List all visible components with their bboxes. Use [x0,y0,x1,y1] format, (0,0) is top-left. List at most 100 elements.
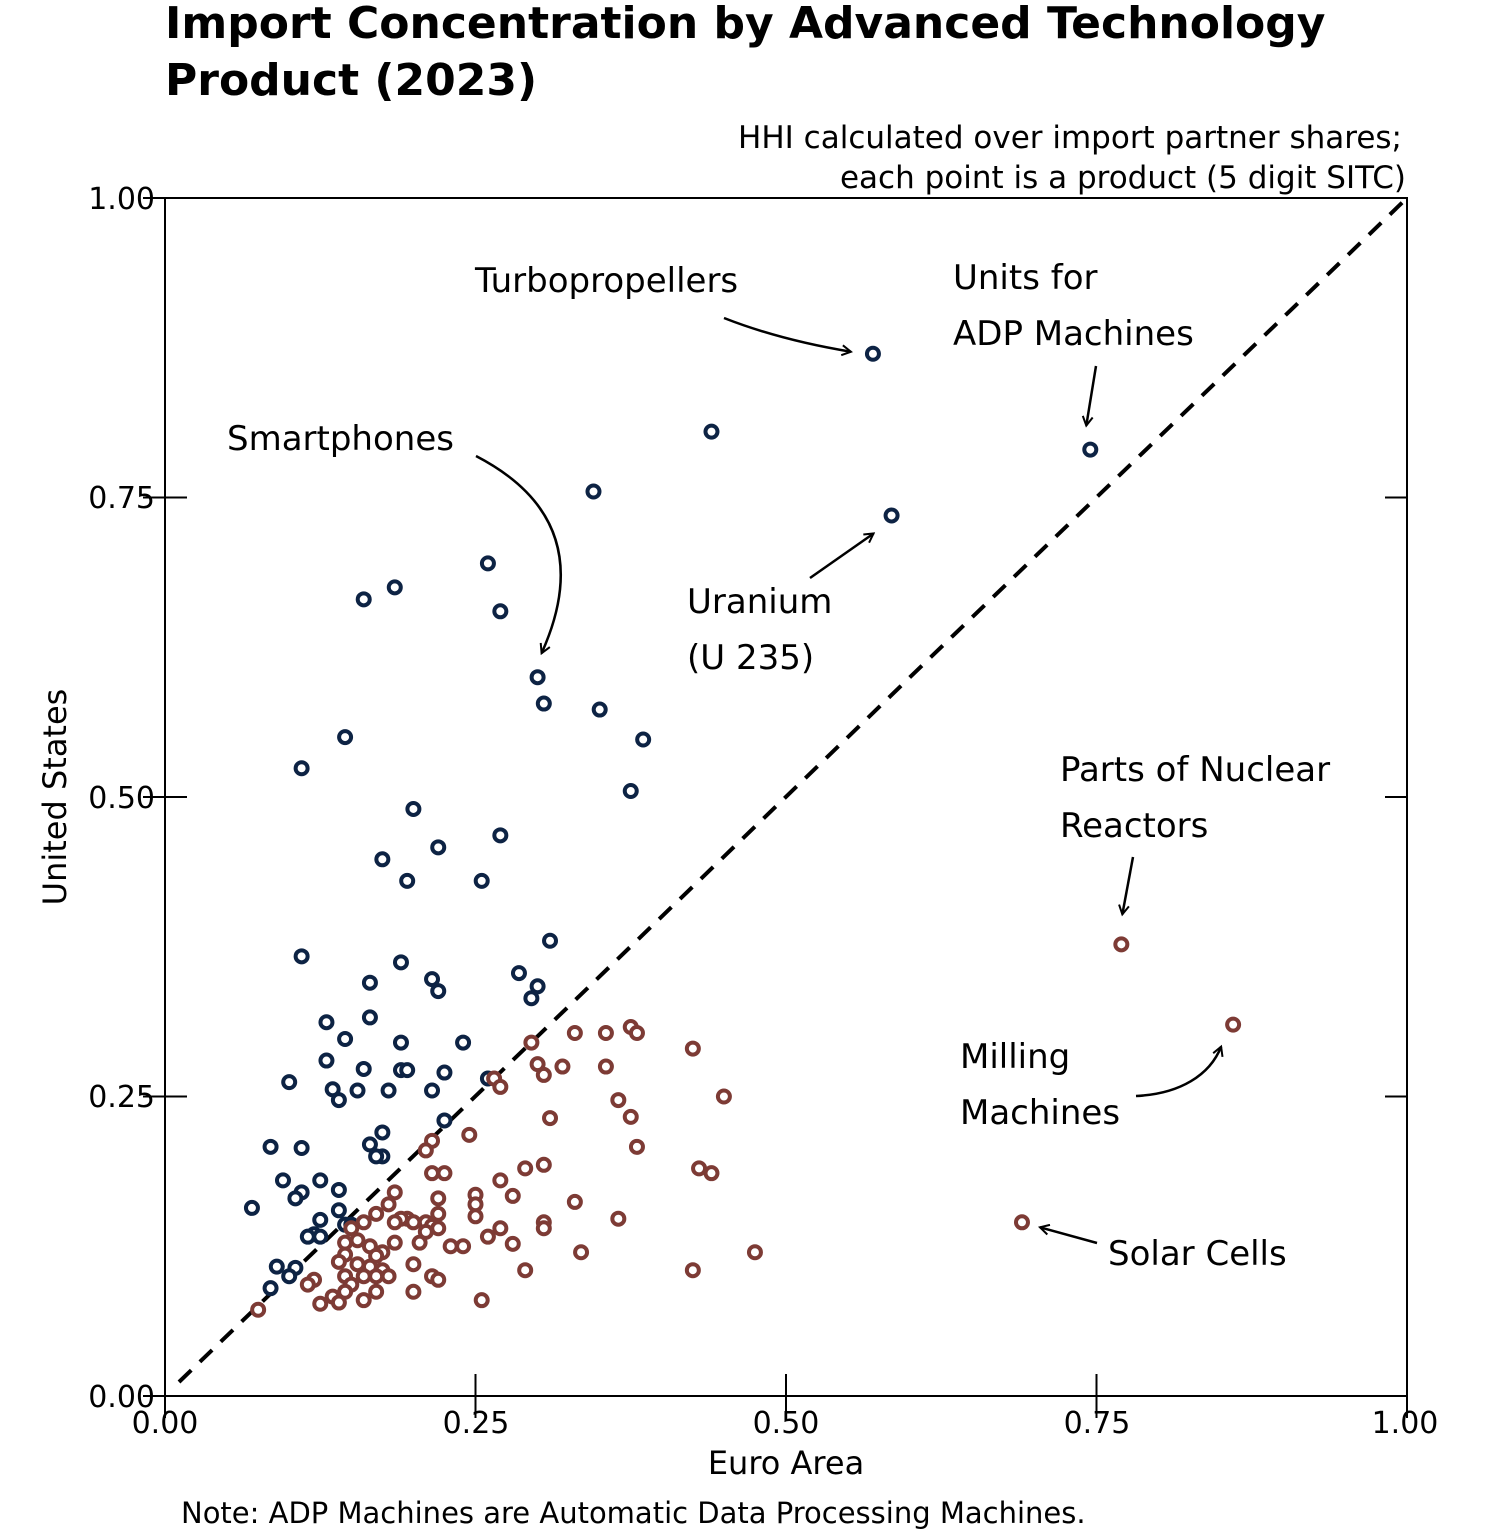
scatter-point-us [703,423,720,440]
scatter-point-ea [386,1214,403,1231]
scatter-point-ea [597,1025,614,1042]
scatter-point-ea [349,1256,366,1273]
scatter-point-ea [517,1160,534,1177]
scatter-point-ea [411,1234,428,1251]
annotation-uranium-line-2: (U 235) [687,638,814,678]
scatter-point-ea [1113,936,1130,953]
scatter-point-ea [355,1214,372,1231]
scatter-point-ea [368,1283,385,1300]
scatter-point-ea [622,1108,639,1125]
scatter-point-ea [417,1142,434,1159]
reference-line-45deg [177,196,1409,1384]
arrow-turbopropellers [723,316,851,352]
annotation-solar-cells: Solar Cells [1108,1234,1287,1274]
scatter-point-ea [386,1184,403,1201]
scatter-point-us [529,978,546,995]
scatter-point-us [293,1140,310,1157]
scatter-point-us [312,1211,329,1228]
x-tick-label: 0.00 [132,1406,199,1441]
scatter-point-us [492,603,509,620]
scatter-point-ea [566,1193,583,1210]
scatter-point-ea [542,1110,559,1127]
scatter-point-ea [405,1256,422,1273]
scatter-point-us [337,729,354,746]
scatter-point-us [312,1228,329,1245]
chart-subtitle-line-2: each point is a product (5 digit SITC) [840,160,1406,196]
annotation-smartphones: Smartphones [227,419,454,459]
scatter-point-ea [442,1238,459,1255]
scatter-point-us [635,731,652,748]
scatter-point-ea [430,1220,447,1237]
scatter-point-us [883,507,900,524]
scatter-point-ea [430,1190,447,1207]
scatter-point-us [293,948,310,965]
scatter-point-us [355,1060,372,1077]
chart-title-line-2: Product (2023) [165,55,537,106]
chart-subtitle-line-1: HHI calculated over import partner share… [738,120,1402,156]
scatter-point-ea [554,1058,571,1075]
scatter-point-ea [628,1025,645,1042]
annotation-nuclear-line-1: Parts of Nuclear [1060,750,1330,790]
annotation-nuclear-line-2: Reactors [1060,806,1208,846]
scatter-point-ea [343,1220,360,1237]
scatter-point-ea [535,1156,552,1173]
scatter-point-ea [746,1244,763,1261]
scatter-point-ea [386,1234,403,1251]
scatter-point-ea [535,1066,552,1083]
scatter-point-us [262,1138,279,1155]
x-tick-label: 0.50 [753,1406,820,1441]
x-tick-label: 0.75 [1064,1406,1131,1441]
scatter-point-ea [492,1078,509,1095]
annotation-units-adp-line-1: Units for [953,258,1098,298]
scatter-point-ea [461,1126,478,1143]
scatter-point-ea [436,1165,453,1182]
scatter-point-us [299,1228,316,1245]
scatter-point-us [591,701,608,718]
scatter-point-ea [349,1232,366,1249]
scatter-point-ea [355,1292,372,1309]
scatter-point-us [473,872,490,889]
scatter-point-ea [467,1208,484,1225]
arrow-units-adp [1086,365,1098,426]
data-points [243,345,1242,1318]
scatter-point-us [281,1268,298,1285]
scatter-point-ea [691,1160,708,1177]
scatter-point-us [293,760,310,777]
scatter-point-us [380,1082,397,1099]
annotation-arrows [475,316,1221,1245]
y-tick-label: 0.25 [88,1080,155,1115]
scatter-point-us [268,1258,285,1275]
scatter-point-ea [368,1268,385,1285]
scatter-point-ea [380,1196,397,1213]
scatter-point-ea [492,1172,509,1189]
scatter-point-us [424,1082,441,1099]
x-tick-label: 1.00 [1372,1406,1439,1441]
scatter-point-us [330,1202,347,1219]
scatter-point-ea [573,1244,590,1261]
y-axis-label: United States [36,689,74,906]
scatter-point-ea [504,1187,521,1204]
scatter-point-us [492,827,509,844]
scatter-point-us [405,800,422,817]
scatter-point-us [510,965,527,982]
scatter-point-ea [405,1214,422,1231]
scatter-point-ea [523,1034,540,1051]
scatter-point-us [1082,441,1099,458]
scatter-point-us [392,1034,409,1051]
scatter-point-us [287,1190,304,1207]
scatter-point-ea [703,1165,720,1182]
scatter-point-us [430,839,447,856]
annotation-units-adp-line-2: ADP Machines [953,314,1194,354]
y-tick-label: 1.00 [88,182,155,217]
arrow-nuclear-reactors [1122,856,1135,914]
chart-title-line-1: Import Concentration by Advanced Technol… [165,0,1325,49]
scatter-point-ea [504,1235,521,1252]
scatter-point-us [864,345,881,362]
y-tick-label: 0.00 [88,1380,155,1415]
y-tick-label: 0.50 [88,781,155,816]
scatter-point-ea [597,1058,614,1075]
arrow-smartphones [475,454,562,653]
scatter-point-us [455,1034,472,1051]
annotation-milling-line-2: Machines [960,1093,1120,1133]
